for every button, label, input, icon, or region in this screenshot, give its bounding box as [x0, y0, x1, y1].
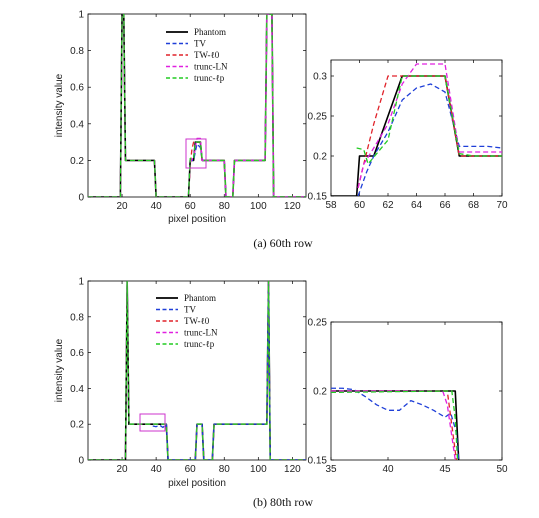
- series-line-trunc-p: [356, 75, 502, 165]
- series-line-tw-0: [331, 390, 458, 460]
- y-tick-label: 0.2: [313, 387, 327, 398]
- y-tick-label: 0.8: [70, 312, 84, 323]
- x-tick-label: 120: [284, 201, 301, 212]
- y-axis-label: intensity value: [54, 338, 65, 402]
- y-axis-label: intensity value: [54, 73, 65, 137]
- y-tick-label: 0.4: [70, 119, 84, 130]
- x-tick-label: 100: [250, 464, 267, 475]
- x-tick-label: 40: [151, 201, 163, 212]
- legend-label: trunc-ℓp: [194, 73, 225, 83]
- legend-label: trunc-ℓp: [184, 339, 215, 349]
- panel-b-zoom: 35 40 45 50 0.15 0.2 0.25: [308, 318, 508, 476]
- series-line-trunc-p: [88, 281, 306, 460]
- zoom-box-a: [185, 138, 207, 169]
- y-tick-label: 0.2: [70, 420, 84, 431]
- panel-a-zoom: 58 60 62 64 66 68 70 0.15 0.2 0.25 0.3: [308, 59, 508, 211]
- y-tick-label: 0.6: [70, 348, 84, 359]
- panel-a-main: 20 40 60 80 100 120 0 0.2 0.4 0.6 0.8 1 pixel positi…: [54, 10, 307, 225]
- legend-label: TV: [194, 39, 206, 49]
- plot-frame-b-main: [87, 280, 307, 461]
- zoom-box-b: [139, 413, 166, 432]
- caption-a: (a) 60th row: [253, 236, 313, 250]
- legend-label: Phantom: [194, 27, 226, 37]
- x-tick-label: 20: [117, 201, 129, 212]
- series-line-tw-0: [357, 75, 502, 189]
- x-tick-label: 80: [219, 201, 231, 212]
- series-line-tv: [357, 83, 502, 196]
- series-line-trunc-ln: [357, 63, 502, 189]
- y-tick-label: 0.25: [308, 112, 328, 123]
- legend-label: TW-ℓ0: [184, 316, 210, 326]
- x-tick-label: 120: [284, 464, 301, 475]
- plot-frame-a-main: [87, 13, 307, 198]
- x-tick-label: 20: [117, 464, 129, 475]
- x-tick-label: 40: [382, 464, 394, 475]
- x-tick-label: 60: [354, 200, 366, 211]
- y-tick-label: 0: [78, 456, 84, 467]
- legend-label: trunc-LN: [184, 328, 218, 338]
- y-tick-label: 0.2: [313, 152, 327, 163]
- series-line-phantom: [331, 390, 460, 460]
- x-tick-label: 58: [325, 200, 337, 211]
- x-tick-label: 70: [496, 200, 508, 211]
- y-tick-label: 0.25: [308, 318, 328, 329]
- legend-label: TV: [184, 305, 196, 315]
- x-tick-label: 80: [219, 464, 231, 475]
- y-tick-label: 1: [78, 10, 84, 21]
- x-tick-label: 60: [185, 201, 197, 212]
- panel-b-main: 20 40 60 80 100 120 0 0.2 0.4 0.6 0.8 1 pixel positi…: [54, 277, 307, 489]
- series-line-tv: [331, 387, 460, 460]
- y-tick-label: 0: [78, 193, 84, 204]
- x-tick-label: 62: [382, 200, 394, 211]
- legend-label: TW-ℓ0: [194, 50, 220, 60]
- x-tick-label: 68: [468, 200, 480, 211]
- caption-b: (b) 80th row: [253, 495, 313, 509]
- y-tick-label: 1: [78, 277, 84, 288]
- x-tick-label: 64: [411, 200, 423, 211]
- x-tick-label: 100: [250, 201, 267, 212]
- y-tick-label: 0.2: [70, 156, 84, 167]
- y-tick-label: 0.4: [70, 384, 84, 395]
- series-line-phantom: [331, 75, 502, 196]
- x-tick-label: 45: [439, 464, 451, 475]
- series-line-trunc-ln: [331, 390, 456, 460]
- x-tick-label: 50: [496, 464, 508, 475]
- y-tick-label: 0.8: [70, 46, 84, 57]
- x-axis-label: pixel position: [168, 214, 226, 225]
- x-tick-label: 60: [185, 464, 197, 475]
- x-tick-label: 40: [151, 464, 163, 475]
- legend-label: Phantom: [184, 293, 216, 303]
- series-line-trunc-p: [331, 390, 459, 460]
- plot-frame-a-zoom: [330, 59, 503, 197]
- y-tick-label: 0.6: [70, 83, 84, 94]
- series-line-trunc-p: [88, 14, 306, 197]
- series-line-tv: [88, 281, 306, 460]
- x-axis-label: pixel position: [168, 478, 226, 489]
- x-tick-label: 66: [439, 200, 451, 211]
- x-tick-label: 35: [325, 464, 337, 475]
- y-tick-label: 0.15: [308, 192, 328, 203]
- y-tick-label: 0.15: [308, 456, 328, 467]
- legend-label: trunc-LN: [194, 62, 228, 72]
- y-tick-label: 0.3: [313, 72, 327, 83]
